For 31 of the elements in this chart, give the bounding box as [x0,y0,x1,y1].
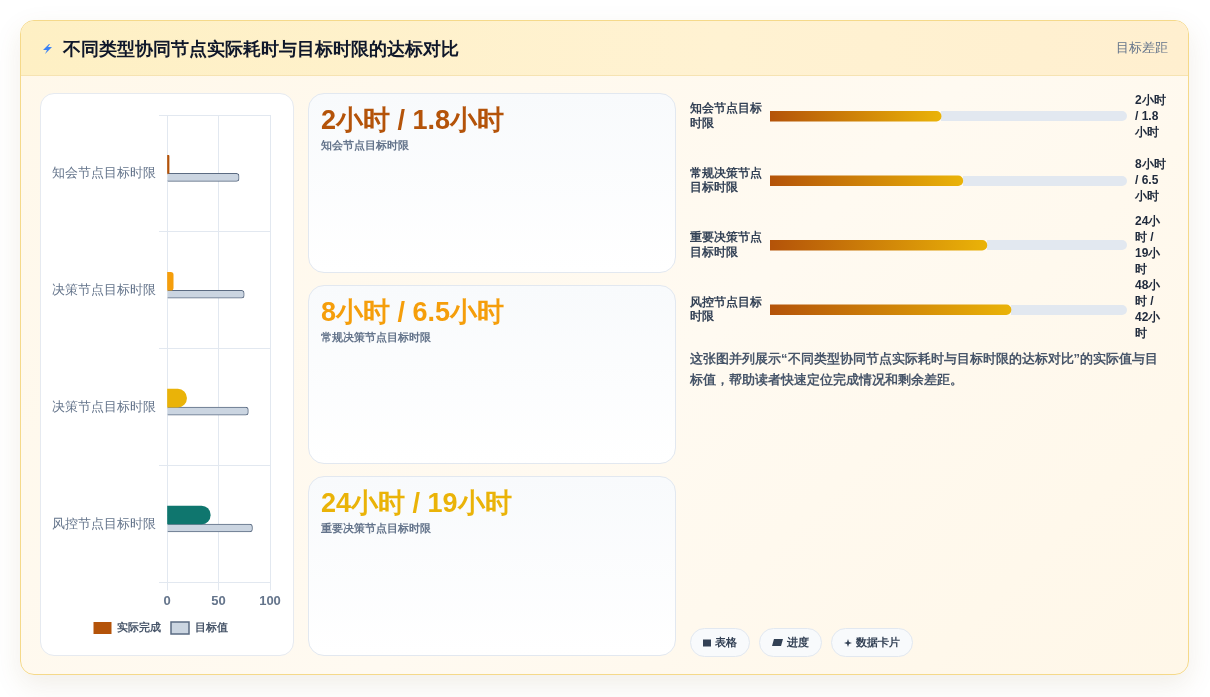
text: 2小时 / 1.8小时 [1134,92,1166,139]
y-tick-label: 常规决策节点目标时限 [690,165,762,195]
x-tick-label: 50 [211,592,226,608]
text: 8小时 / 6.5小时 [321,296,505,327]
text: 24小时 / 19小时 [321,488,512,519]
category-label: 常规决策节点目标时限 [321,329,432,345]
category-label: 知会节点目标时限 [321,138,410,153]
legend-label: 目标值 [194,621,228,634]
x-tick-label: 0 [163,592,171,608]
y-tick-label: 风控节点目标时限 [52,515,156,531]
text: 48小时 / 42小时 [1135,278,1162,341]
chip: 表格 [690,628,750,657]
bar [167,155,170,174]
text: 24小时 / 19小时 [1135,213,1162,276]
y-tick-label: 知会节点目标时限 [689,101,762,130]
text: 8小时 / 6.5小时 [1134,157,1166,204]
y-tick-label: 决策节点目标时限 [52,281,156,297]
y-tick-label: 重要决策节点目标时限 [689,230,762,259]
bar [167,505,211,525]
bar [167,271,174,291]
x-tick-label: 100 [259,592,281,608]
category-label: 重要决策节点目标时限 [321,521,432,537]
chip: 数据卡片 [831,628,913,657]
y-tick-label: 风控节点目标时限 [689,294,762,324]
y-tick-label: 知会节点目标时限 [52,165,156,180]
text: 不同类型协同节点实际耗时与目标时限的达标对比 [63,38,459,61]
text: 目标差距 [1116,39,1168,57]
y-tick-label: 决策节点目标时限 [52,398,156,414]
legend-label: 实际完成 [117,621,161,634]
text: 这张图并列展示“不同类型协同节点实际耗时与目标时限的达标对比”的实际值与目标值，帮助读者快速定位完成情况和剩余差距。 [690,350,1159,389]
text: 2小时 / 1.8小时 [321,105,505,135]
